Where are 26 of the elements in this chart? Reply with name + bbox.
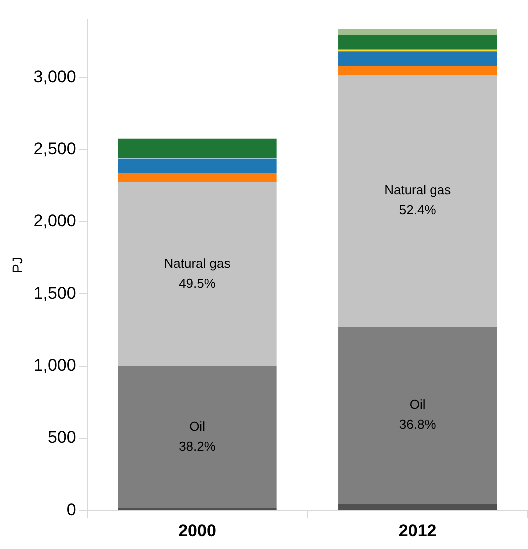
data-label: Natural gas 49.5% — [164, 256, 232, 291]
bar — [118, 159, 277, 174]
y-tick-label: 0 — [66, 500, 76, 520]
bar — [338, 52, 498, 66]
y-tick-label: 1,500 — [34, 284, 76, 303]
y-axis-title: PJ — [9, 257, 26, 274]
bar — [338, 74, 498, 328]
y-tick-label: 2,500 — [34, 140, 76, 159]
y-tick-label: 500 — [48, 428, 76, 448]
bar — [118, 366, 277, 508]
x-tick-label: 2000 — [178, 521, 216, 540]
bar — [338, 35, 498, 50]
bar — [118, 138, 277, 158]
bar — [338, 327, 498, 504]
bar — [118, 174, 277, 182]
y-tick-label: 2,000 — [34, 212, 76, 231]
data-label: Natural gas 52.4% — [384, 182, 452, 218]
bar — [338, 29, 498, 36]
bar — [338, 504, 498, 510]
y-tick-label: 3,000 — [34, 67, 76, 86]
y-tick-label: 1,000 — [34, 356, 76, 375]
data-label: Oil 36.8% — [399, 397, 437, 432]
bar — [338, 66, 498, 75]
bar — [118, 182, 277, 366]
x-tick-label: 2012 — [398, 521, 437, 540]
data-label: Oil 38.2% — [179, 419, 216, 454]
